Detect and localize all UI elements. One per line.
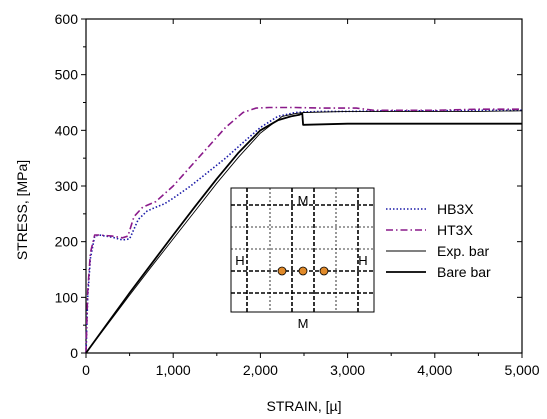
- x-tick-label: 1,000: [156, 362, 191, 378]
- gauge-dot: [298, 266, 308, 276]
- legend-item-hb3x: HB3X: [386, 201, 474, 217]
- y-tick-label: 200: [55, 234, 79, 250]
- axis-ticks: 0 1,000 2,000 3,000 4,000 5,000 0 100 200 300 400 5…: [55, 11, 540, 378]
- rebar-grid: [231, 188, 374, 312]
- inset-label-right: H: [358, 253, 367, 268]
- series-lines: [85, 106, 523, 354]
- x-axis-title: STRAIN, [µ]: [267, 398, 342, 414]
- y-tick-label: 500: [55, 67, 79, 83]
- y-tick-label: 300: [55, 178, 79, 194]
- cross-section-inset: M M H H: [230, 187, 375, 331]
- inset-frame: [230, 187, 375, 313]
- inset-label-left: H: [235, 253, 244, 268]
- x-tick-label: 4,000: [417, 362, 452, 378]
- inset-label-top: M: [298, 193, 309, 208]
- inset-label-bottom: M: [298, 316, 309, 331]
- legend-label-hb3x: HB3X: [437, 201, 474, 217]
- series-line-bare-bar: [85, 112, 522, 354]
- x-tick-label: 5,000: [504, 362, 539, 378]
- series-line-exp-bar: [85, 110, 523, 354]
- x-tick-label: 3,000: [330, 362, 365, 378]
- y-tick-label: 100: [55, 289, 79, 305]
- y-axis-title: STRESS, [MPa]: [14, 160, 30, 260]
- legend-item-ht3x: HT3X: [386, 222, 473, 238]
- legend: HB3X HT3X Exp. bar Bare bar: [386, 201, 491, 280]
- series-line-ht3x: [85, 106, 522, 354]
- gauge-dot: [277, 266, 287, 276]
- gauge-dots: [277, 266, 329, 276]
- y-tick-label: 0: [70, 345, 78, 361]
- legend-label-bare-bar: Bare bar: [437, 264, 491, 280]
- legend-item-exp-bar: Exp. bar: [386, 243, 489, 259]
- x-tick-label: 2,000: [243, 362, 278, 378]
- y-tick-label: 600: [55, 11, 79, 27]
- legend-label-exp-bar: Exp. bar: [437, 243, 489, 259]
- x-tick-label: 0: [82, 362, 90, 378]
- legend-item-bare-bar: Bare bar: [386, 264, 491, 280]
- legend-label-ht3x: HT3X: [437, 222, 473, 238]
- y-tick-label: 400: [55, 122, 79, 138]
- gauge-dot: [319, 266, 329, 276]
